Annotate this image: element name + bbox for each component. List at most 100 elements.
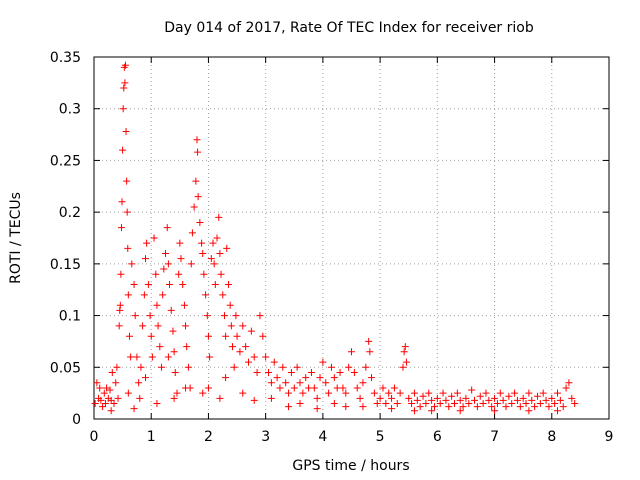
data-point (107, 407, 115, 415)
data-point (108, 368, 116, 376)
data-point (123, 208, 131, 216)
data-point (342, 403, 350, 411)
x-tick-label: 9 (605, 429, 614, 445)
data-point (236, 348, 244, 356)
data-point (505, 392, 513, 400)
x-tick-label: 7 (490, 429, 499, 445)
data-point (106, 386, 114, 394)
x-axis-label: GPS time / hours (292, 458, 409, 474)
data-point (276, 384, 284, 392)
data-point (176, 239, 184, 247)
data-point (299, 389, 307, 397)
data-point (362, 363, 370, 371)
data-point (368, 374, 376, 382)
data-point (539, 389, 547, 397)
data-point (330, 399, 338, 407)
data-point (117, 270, 125, 278)
y-tick-label: 0.35 (50, 50, 81, 66)
data-point (216, 394, 224, 402)
data-point (150, 234, 158, 242)
data-point (388, 394, 396, 402)
data-point (239, 389, 247, 397)
data-point (154, 322, 162, 330)
data-point (159, 291, 167, 299)
data-point (227, 322, 235, 330)
data-point (135, 379, 143, 387)
data-point (416, 403, 424, 411)
data-point (382, 399, 390, 407)
data-point (436, 399, 444, 407)
data-point (216, 250, 224, 258)
data-point (285, 403, 293, 411)
data-point (559, 403, 567, 411)
y-tick-label: 0 (72, 412, 81, 428)
plot-frame (93, 56, 610, 420)
data-point (119, 105, 127, 113)
data-point (215, 213, 223, 221)
data-point (169, 327, 177, 335)
x-tick-label: 0 (90, 429, 99, 445)
data-point (183, 343, 191, 351)
data-point (170, 394, 178, 402)
data-point (428, 396, 436, 404)
data-point (296, 379, 304, 387)
data-point (348, 348, 355, 356)
data-point (239, 322, 247, 330)
data-point (493, 399, 501, 407)
data-point (345, 363, 353, 371)
data-point (366, 348, 374, 356)
data-point (167, 306, 175, 314)
data-point (222, 374, 230, 382)
data-point (373, 399, 381, 407)
data-point (121, 61, 129, 69)
data-point (533, 392, 541, 400)
data-point (342, 389, 350, 397)
gridlines (94, 57, 609, 419)
data-point (203, 312, 211, 320)
data-point (219, 291, 227, 299)
data-point (128, 260, 136, 268)
data-point (542, 396, 550, 404)
data-point (193, 136, 201, 144)
x-tick-label: 3 (261, 429, 270, 445)
data-point (97, 396, 105, 404)
data-point (433, 394, 441, 402)
data-point (130, 405, 138, 413)
data-point (188, 229, 196, 237)
data-point (313, 394, 321, 402)
data-point (279, 363, 287, 371)
data-point (152, 270, 160, 278)
data-point (114, 394, 122, 402)
data-point (211, 281, 219, 289)
data-point (479, 399, 487, 407)
data-point (396, 389, 404, 397)
x-tick-label: 2 (204, 429, 213, 445)
data-point (267, 379, 275, 387)
data-point (217, 270, 225, 278)
data-point (502, 403, 510, 411)
data-point (93, 379, 101, 387)
data-point (230, 363, 238, 371)
data-point (556, 396, 564, 404)
data-point (107, 396, 115, 404)
data-point (184, 363, 192, 371)
data-point (313, 405, 321, 413)
data-point (220, 312, 228, 320)
data-point (146, 312, 154, 320)
data-point (164, 353, 172, 361)
data-point (353, 384, 361, 392)
data-point (245, 358, 252, 366)
data-point (202, 291, 210, 299)
data-point (250, 353, 258, 361)
data-point (293, 363, 301, 371)
data-point (519, 394, 527, 402)
data-point (545, 403, 553, 411)
data-point (488, 403, 496, 411)
data-point (453, 389, 461, 397)
data-point (388, 405, 396, 413)
data-point (125, 332, 133, 340)
data-point (190, 203, 198, 211)
data-point (91, 399, 99, 407)
data-point (393, 399, 401, 407)
